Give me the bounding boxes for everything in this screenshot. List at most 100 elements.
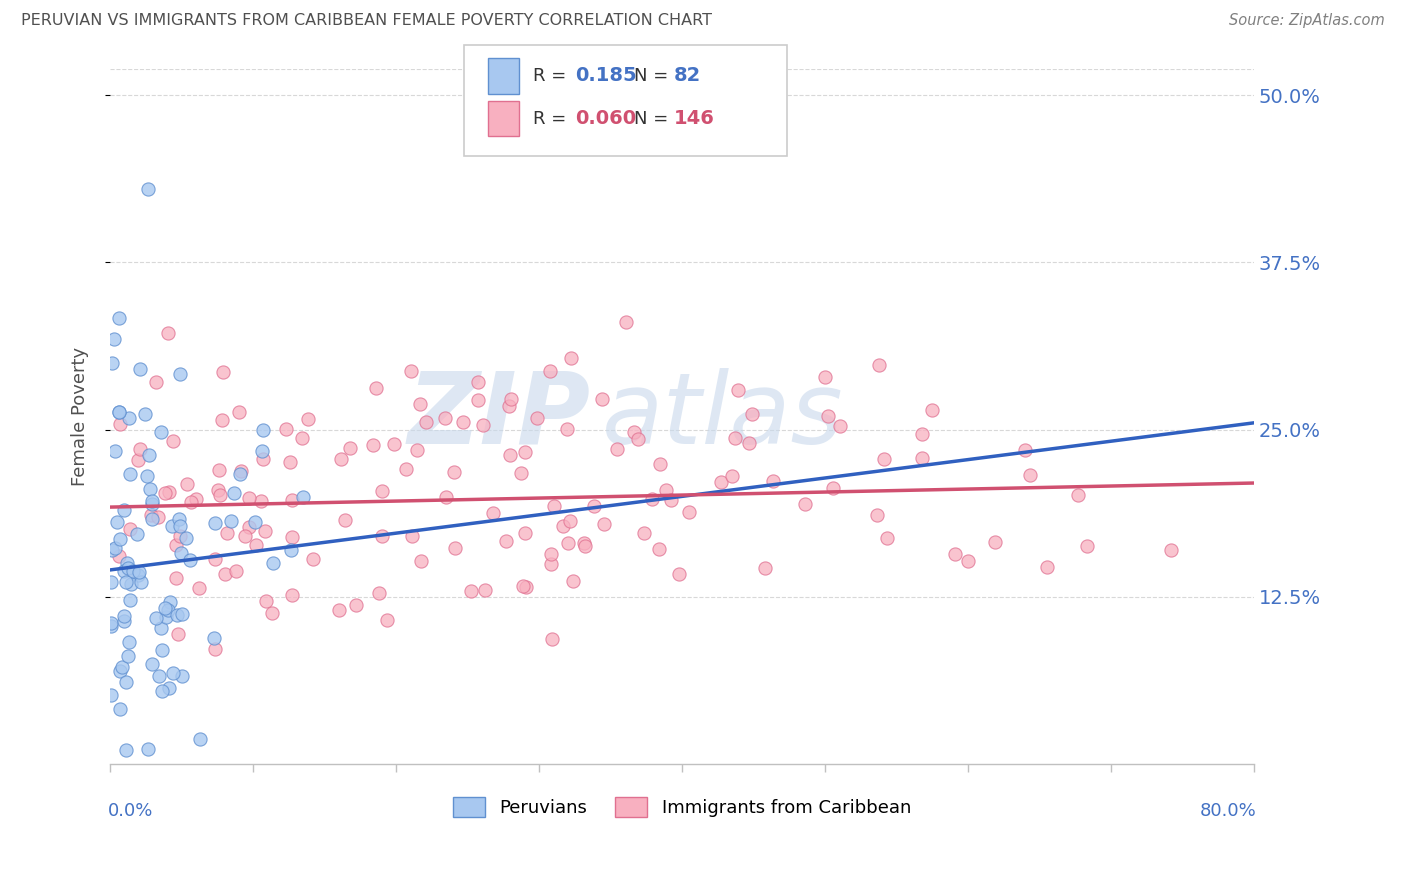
Point <box>451 415 474 429</box>
Point <box>543 499 565 513</box>
Point <box>188 582 211 596</box>
Point <box>166 608 188 623</box>
Point <box>145 611 167 625</box>
Point <box>215 526 238 541</box>
Y-axis label: Female Poverty: Female Poverty <box>72 347 89 486</box>
Point <box>540 547 562 561</box>
Point <box>648 541 671 556</box>
Point <box>433 411 456 425</box>
Point <box>280 543 302 558</box>
Point <box>118 522 141 536</box>
Point <box>165 538 187 552</box>
Point <box>460 583 482 598</box>
Point <box>112 564 135 578</box>
Point <box>150 683 173 698</box>
Point <box>160 519 183 533</box>
Point <box>364 381 387 395</box>
Point <box>724 431 747 445</box>
Point <box>540 363 562 377</box>
Point <box>281 493 304 508</box>
Point <box>103 332 125 346</box>
Point <box>108 405 131 419</box>
Point <box>117 410 139 425</box>
Point <box>443 465 465 479</box>
Point <box>139 508 162 522</box>
Point <box>495 534 517 549</box>
Point <box>208 488 231 502</box>
Point <box>172 607 194 621</box>
Point <box>278 455 301 469</box>
Point <box>344 598 367 612</box>
Point <box>921 403 943 417</box>
Text: ZIP: ZIP <box>408 368 591 465</box>
Point <box>128 565 150 579</box>
Point <box>138 448 160 462</box>
Point <box>1035 560 1057 574</box>
Point <box>108 417 131 431</box>
Text: 0.060: 0.060 <box>575 109 636 128</box>
Text: 80.0%: 80.0% <box>1199 802 1256 820</box>
Text: Source: ZipAtlas.com: Source: ZipAtlas.com <box>1229 13 1385 29</box>
Point <box>710 475 733 489</box>
Point <box>984 535 1007 549</box>
Point <box>221 515 243 529</box>
Point <box>572 536 595 550</box>
Point <box>105 515 128 529</box>
Point <box>328 603 350 617</box>
Point <box>720 468 742 483</box>
Point <box>866 508 889 522</box>
Point <box>302 552 325 566</box>
Point <box>292 491 315 505</box>
Point <box>118 467 141 481</box>
Point <box>297 412 319 426</box>
Point <box>186 491 208 506</box>
Point <box>157 485 180 500</box>
Point <box>136 742 159 756</box>
Point <box>136 182 159 196</box>
Point <box>108 664 131 678</box>
Point <box>911 451 934 466</box>
Point <box>817 409 839 424</box>
Point <box>591 392 613 406</box>
Point <box>761 474 783 488</box>
Text: N =: N = <box>634 67 668 85</box>
Point <box>214 567 236 582</box>
Point <box>229 467 252 482</box>
Point <box>204 551 226 566</box>
Point <box>526 410 548 425</box>
Point <box>170 546 193 560</box>
Point <box>515 445 537 459</box>
Point <box>108 549 131 563</box>
Point <box>540 557 562 571</box>
Point <box>129 362 152 376</box>
Point <box>149 425 172 439</box>
Point <box>179 553 201 567</box>
Point <box>108 311 131 326</box>
Point <box>122 564 145 578</box>
Point <box>139 482 162 496</box>
Point <box>207 483 229 498</box>
Point <box>100 688 122 702</box>
Point <box>650 457 672 471</box>
Point <box>467 393 489 408</box>
Point <box>112 502 135 516</box>
Point <box>141 494 163 508</box>
Point <box>869 359 891 373</box>
Point <box>641 492 664 507</box>
Point <box>828 418 851 433</box>
Point <box>120 576 142 591</box>
Point <box>499 392 522 406</box>
Point <box>117 561 139 575</box>
Point <box>274 421 297 435</box>
Point <box>157 681 180 695</box>
Point <box>498 399 520 413</box>
Point <box>104 444 127 458</box>
Point <box>141 657 163 672</box>
Point <box>100 619 122 633</box>
Point <box>1067 488 1090 502</box>
Text: 146: 146 <box>673 109 714 128</box>
Point <box>405 442 427 457</box>
Point <box>115 575 138 590</box>
Point <box>235 529 257 543</box>
Point <box>395 462 418 476</box>
